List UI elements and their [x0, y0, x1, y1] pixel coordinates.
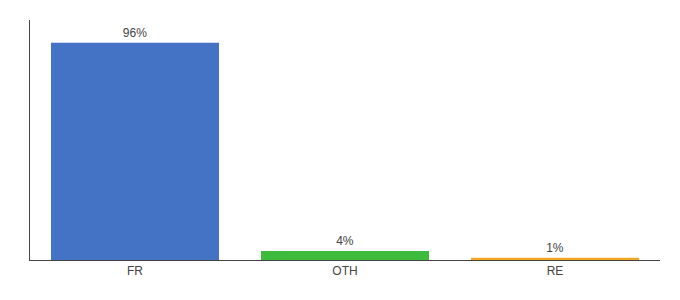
svg-text:OTH: OTH [332, 264, 357, 278]
svg-text:RE: RE [547, 264, 564, 278]
svg-text:1%: 1% [546, 241, 564, 255]
svg-text:FR: FR [127, 264, 143, 278]
svg-text:96%: 96% [123, 26, 147, 40]
svg-text:4%: 4% [336, 234, 354, 248]
